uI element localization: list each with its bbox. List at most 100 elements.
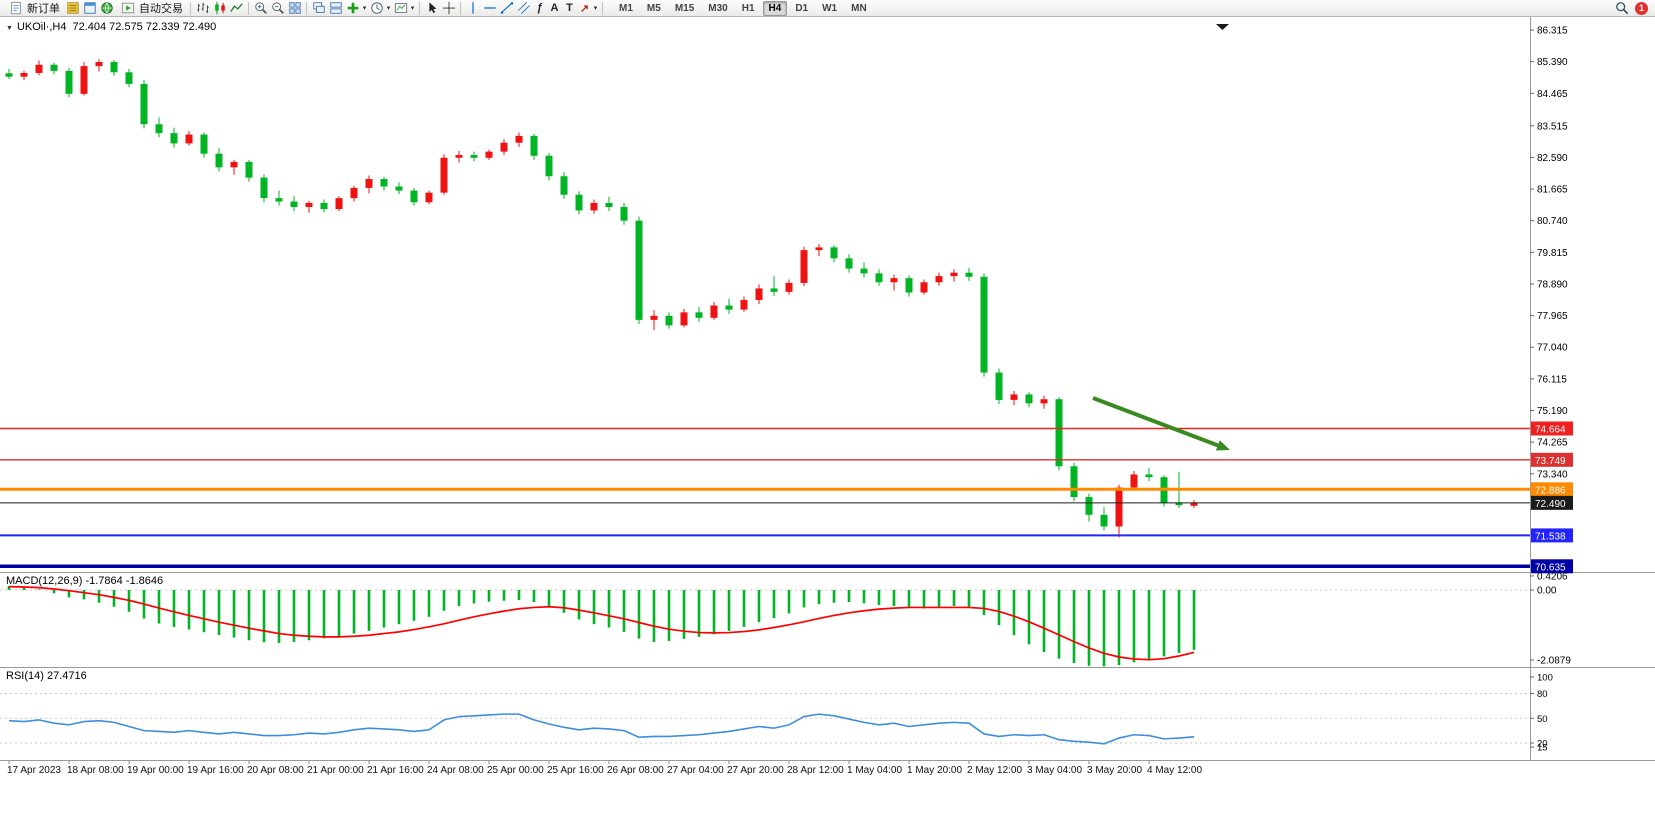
price-axis-label: 86.315 (1537, 26, 1568, 37)
bar-chart-mode-icon[interactable] (194, 0, 211, 16)
add-indicator-caret-icon[interactable]: ▾ (362, 5, 367, 12)
time-axis-label: 25 Apr 16:00 (547, 765, 604, 776)
search-icon[interactable] (1613, 0, 1630, 16)
price-axis-label: 78.890 (1537, 279, 1568, 290)
toolbar-separator (460, 1, 461, 15)
rsi-line (8, 713, 1195, 745)
label-tool-icon[interactable]: T (566, 2, 573, 14)
zoom-out-icon[interactable] (269, 0, 286, 16)
candle-body (35, 64, 43, 73)
candlestick-mode-icon[interactable] (211, 0, 228, 16)
channel-tool-icon[interactable] (515, 0, 532, 16)
timeframe-m1-button[interactable]: M1 (619, 2, 633, 14)
candle-body (320, 202, 328, 210)
shapes-tool-icon[interactable]: ↗ (579, 2, 590, 15)
price-lines: 74.664 73.749 72.886 72.490 71.538 70.635 (0, 421, 1573, 574)
periods-caret-icon[interactable]: ▾ (386, 5, 391, 12)
add-indicator-icon[interactable] (344, 0, 361, 16)
chart-ohlc-values: 72.404 72.575 72.339 72.490 (72, 21, 217, 33)
timeframe-m15-button[interactable]: M15 (674, 2, 695, 14)
chart-shift-marker[interactable] (1216, 24, 1229, 30)
arrange-windows-icon[interactable] (327, 0, 344, 16)
candle-body (830, 247, 838, 259)
fibonacci-tool-icon[interactable]: ƒ (536, 2, 543, 14)
candle-body (395, 186, 403, 191)
candle-body (875, 273, 883, 283)
time-axis-label: 20 Apr 08:00 (247, 765, 304, 776)
zoom-in-icon[interactable] (252, 0, 269, 16)
vertical-line-tool-icon[interactable] (464, 0, 481, 16)
price-tag-label: 72.886 (1535, 485, 1566, 496)
time-axis-label: 17 Apr 2023 (7, 765, 61, 776)
macd-axis-label: 0.4206 (1537, 571, 1568, 582)
timeframe-mn-button[interactable]: MN (851, 2, 867, 14)
new-order-button[interactable]: 新订单 (3, 0, 64, 16)
price-axis-label: 81.665 (1537, 185, 1568, 196)
toolbar-separator (190, 1, 191, 15)
chart-symbol-timeframe: UKOil·,H4 (16, 21, 67, 33)
templates-icon[interactable] (392, 0, 409, 16)
candle-body (215, 153, 223, 168)
data-window-icon[interactable] (81, 0, 98, 16)
candle-body (890, 278, 898, 283)
cursor-tool-icon[interactable] (423, 0, 440, 16)
timeframe-w1-button[interactable]: W1 (822, 2, 838, 14)
candle-body (1040, 399, 1048, 404)
timeframe-d1-button[interactable]: D1 (795, 2, 809, 14)
candle-body (1115, 487, 1123, 527)
time-axis-label: 21 Apr 00:00 (307, 765, 364, 776)
crosshair-tool-icon[interactable] (440, 0, 457, 16)
timeframe-h4-button[interactable]: H4 (762, 0, 788, 16)
price-tag (1531, 528, 1573, 543)
rsi-axis-label: 15 (1537, 743, 1548, 754)
time-axis-label: 2 May 12:00 (967, 765, 1022, 776)
cascade-windows-icon[interactable] (310, 0, 327, 16)
tile-windows-icon[interactable] (286, 0, 303, 16)
candle-body (755, 288, 763, 301)
candle-body (995, 372, 1003, 400)
price-axis[interactable]: 86.315 85.390 84.465 83.515 82.590 81.665 80.7… (1530, 26, 1571, 754)
chart-canvas[interactable]: 74.66473.74972.88672.49071.53870.63586.3… (0, 17, 1655, 823)
macd-indicator-label: MACD(12,26,9) -1.7864 -1.8646 (6, 575, 164, 587)
timeframe-m30-button[interactable]: M30 (708, 2, 728, 14)
time-axis-label: 3 May 20:00 (1087, 765, 1142, 776)
candle-body (1025, 394, 1033, 404)
price-tag-label: 72.490 (1535, 499, 1566, 510)
candle-body (800, 250, 808, 283)
time-axis[interactable]: 17 Apr 2023 18 Apr 08:00 19 Apr 00:00 19 Ap… (7, 761, 1202, 776)
candle-body (425, 192, 433, 203)
time-axis-label: 28 Apr 12:00 (787, 765, 844, 776)
timeframe-h1-button[interactable]: H1 (741, 2, 755, 14)
candle-body (1010, 394, 1018, 400)
chart-area[interactable]: 74.664 73.749 72.886 72.490 71.538 70.635 86.3… (0, 17, 1655, 823)
auto-trading-button[interactable]: 自动交易 (115, 0, 187, 16)
text-tool-icon[interactable]: A (550, 2, 559, 14)
candle-body (1145, 474, 1153, 478)
candle-body (695, 312, 703, 318)
new-order-label: 新订单 (27, 3, 60, 15)
templates-caret-icon[interactable]: ▾ (410, 5, 415, 12)
price-axis-label: 83.515 (1537, 121, 1568, 132)
shapes-caret-icon[interactable]: ▾ (593, 5, 598, 12)
line-chart-mode-icon[interactable] (228, 0, 245, 16)
candle-body (80, 66, 88, 94)
trendline-tool-icon[interactable] (498, 0, 515, 16)
candle-body (410, 190, 418, 203)
price-axis-label: 80.740 (1537, 216, 1568, 227)
periods-clock-icon[interactable] (368, 0, 385, 16)
chart-collapse-icon[interactable]: ▼ (6, 25, 13, 32)
price-axis-label: 76.115 (1537, 374, 1567, 385)
time-axis-label: 18 Apr 08:00 (67, 765, 124, 776)
horizontal-line-tool-icon[interactable] (481, 0, 498, 16)
candle-body (20, 72, 28, 77)
market-watch-icon[interactable] (64, 0, 81, 16)
trend-arrow[interactable] (1092, 396, 1230, 451)
auto-trading-icon (119, 0, 136, 16)
price-tag (1531, 495, 1573, 510)
timeframe-m5-button[interactable]: M5 (646, 2, 661, 14)
candle-body (1175, 502, 1183, 506)
notification-badge[interactable]: 1 (1635, 1, 1648, 15)
candle-body (155, 124, 163, 134)
panel-separators (0, 17, 1655, 761)
navigator-icon[interactable] (98, 0, 115, 16)
